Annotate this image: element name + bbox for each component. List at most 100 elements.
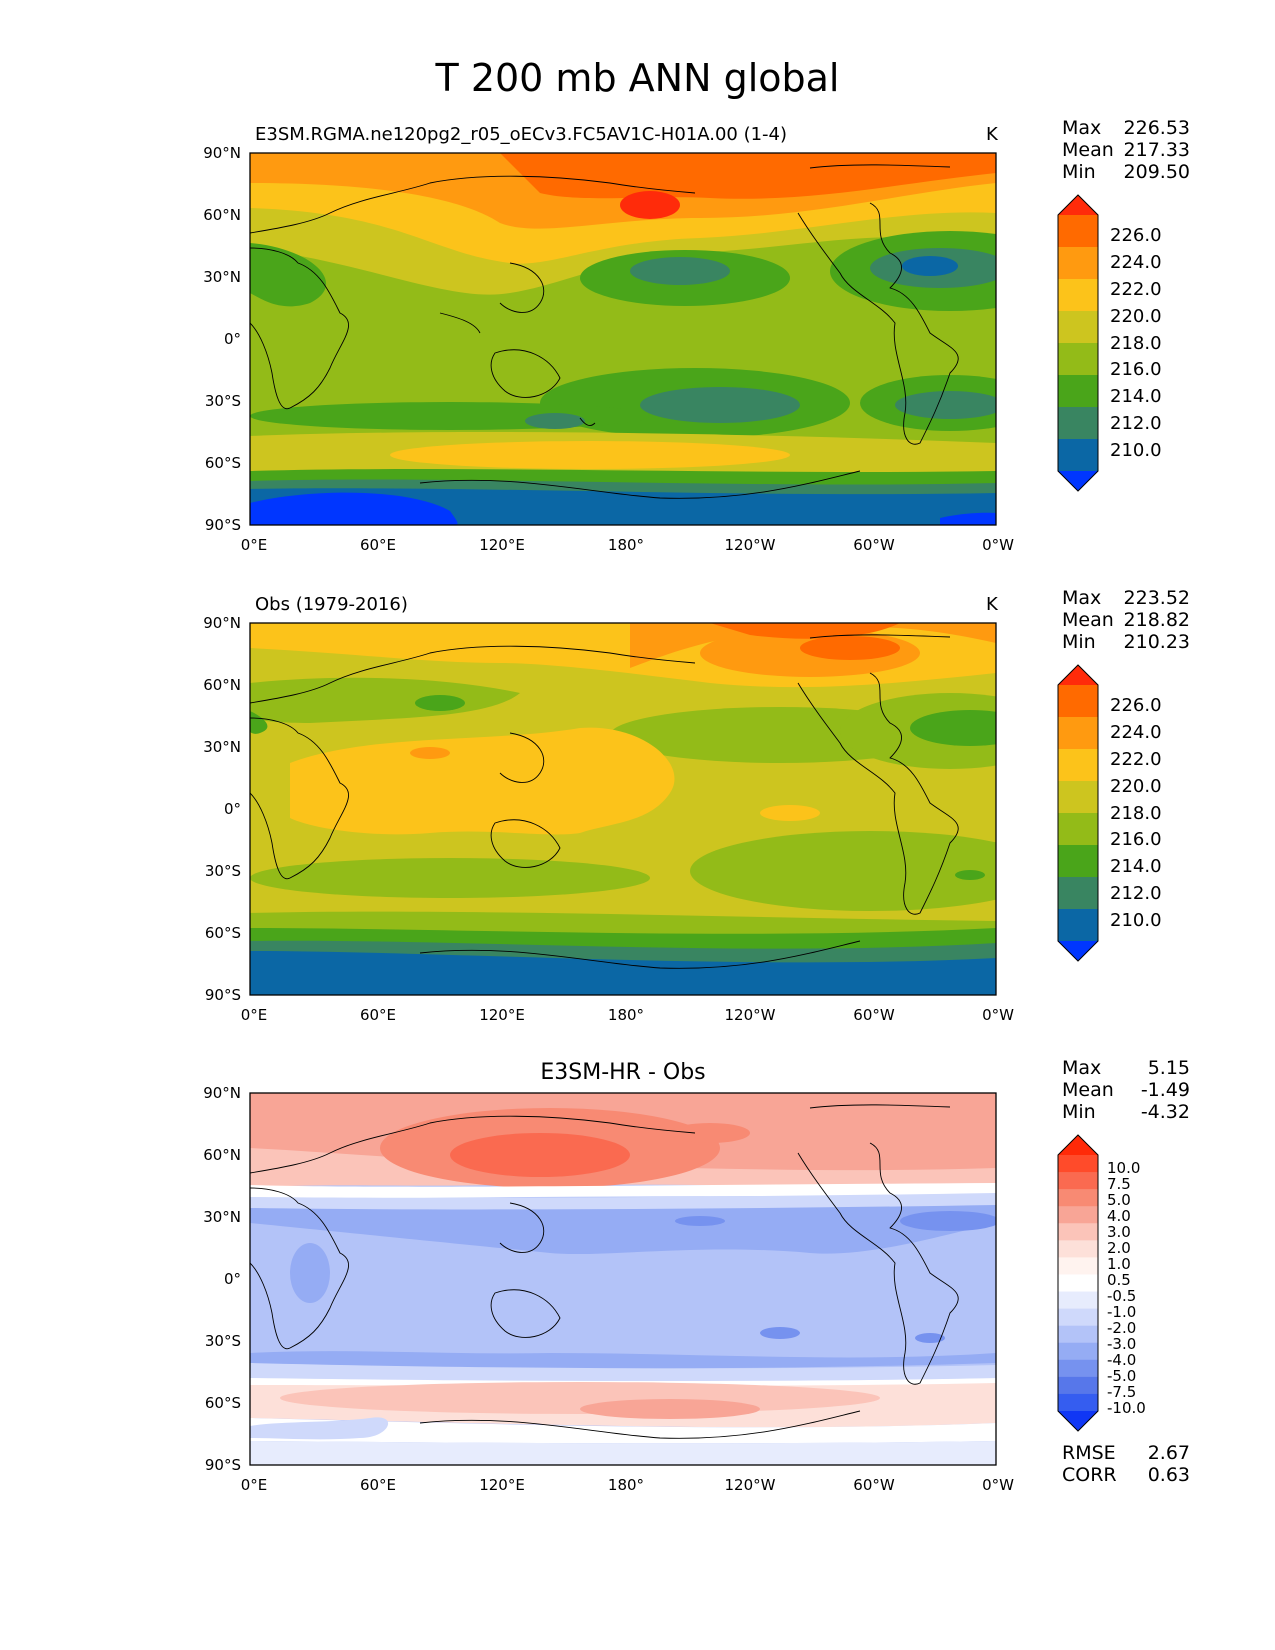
field-band xyxy=(390,441,790,469)
colorbar-label: -10.0 xyxy=(1107,1399,1146,1417)
colorbar xyxy=(1057,1134,1099,1432)
field-band xyxy=(630,623,996,668)
colorbar-label: 218.0 xyxy=(1110,803,1162,824)
colorbar-label: -0.5 xyxy=(1107,1287,1137,1305)
x-tick: 0°E xyxy=(240,1476,268,1494)
x-tick: 120°W xyxy=(724,1006,776,1024)
y-tick: 90°N xyxy=(203,1084,241,1102)
field-band xyxy=(915,1333,945,1343)
field-band xyxy=(250,1183,996,1201)
x-tick: 60°W xyxy=(853,1006,895,1024)
stat-value: -4.32 xyxy=(1140,1101,1190,1123)
x-tick: 60°E xyxy=(359,1006,397,1024)
coastlines xyxy=(250,634,959,969)
units-label: K xyxy=(986,594,998,615)
colorbar-segment xyxy=(1058,343,1098,376)
field-band xyxy=(250,711,268,734)
colorbar-segment xyxy=(1058,1223,1098,1241)
field-band xyxy=(630,257,730,285)
y-tick: 30°N xyxy=(203,1208,241,1226)
map-plot xyxy=(250,1093,996,1465)
field-band xyxy=(670,1123,750,1143)
y-tick: 60°N xyxy=(203,206,241,224)
colorbar-label: 216.0 xyxy=(1110,829,1162,850)
field-band xyxy=(800,636,900,660)
panel-title: Obs (1979-2016) xyxy=(255,594,408,615)
metric-value: 2.67 xyxy=(1147,1442,1190,1464)
colorbar-segment xyxy=(1058,1376,1098,1395)
y-tick: 30°S xyxy=(204,1332,241,1350)
colorbar-label: 226.0 xyxy=(1110,225,1162,246)
colorbar-extend-max xyxy=(1058,195,1098,215)
colorbar xyxy=(1057,194,1099,492)
stat-value: 209.50 xyxy=(1123,161,1190,183)
x-tick: 0°W xyxy=(982,536,1014,554)
colorbar-label: -4.0 xyxy=(1107,1351,1137,1369)
stat-value: 226.53 xyxy=(1123,117,1190,139)
colorbar-outline xyxy=(1057,664,1099,962)
colorbar-segment xyxy=(1058,749,1098,782)
field-band xyxy=(250,1223,996,1358)
field-band xyxy=(955,870,985,880)
metric-label: CORR xyxy=(1062,1464,1117,1486)
x-tick: 60°E xyxy=(359,536,397,554)
stat-value: 218.82 xyxy=(1123,609,1190,631)
field-band xyxy=(760,1327,800,1339)
colorbar-segment xyxy=(1058,1393,1098,1412)
stats-box: Max 226.53 Mean 217.33 Min 209.50 xyxy=(1062,117,1190,183)
stat-label: Mean xyxy=(1062,609,1114,631)
colorbar-extend-min xyxy=(1058,941,1098,961)
colorbar-label: 220.0 xyxy=(1110,776,1162,797)
y-tick: 30°N xyxy=(203,268,241,286)
colorbar-segment xyxy=(1058,1359,1098,1378)
field-band xyxy=(450,1133,630,1177)
axes-frame xyxy=(249,622,997,996)
field-band xyxy=(410,747,450,759)
colorbar-label: -3.0 xyxy=(1107,1335,1137,1353)
stat-label: Min xyxy=(1062,631,1096,653)
colorbar-segment xyxy=(1058,1172,1098,1190)
colorbar-label: -1.0 xyxy=(1107,1303,1137,1321)
colorbar-label: 218.0 xyxy=(1110,333,1162,354)
colorbar-segment xyxy=(1058,1274,1098,1293)
field-band xyxy=(250,858,650,898)
field-band xyxy=(250,1441,996,1465)
stats-box: Max 5.15 Mean -1.49 Min -4.32 xyxy=(1062,1057,1190,1123)
y-tick: 60°S xyxy=(204,924,241,942)
stat-label: Mean xyxy=(1062,139,1114,161)
stat-label: Min xyxy=(1062,1101,1096,1123)
colorbar-segment xyxy=(1058,813,1098,846)
stat-value: 5.15 xyxy=(1147,1057,1190,1079)
colorbar-segment xyxy=(1058,685,1098,718)
y-tick: 90°N xyxy=(203,144,241,162)
colorbar-label: 226.0 xyxy=(1110,695,1162,716)
field-band xyxy=(525,413,585,429)
panel-title: E3SM-HR - Obs xyxy=(540,1060,706,1085)
field-band xyxy=(910,710,996,746)
colorbar-segment xyxy=(1058,247,1098,280)
colorbar-label: 222.0 xyxy=(1110,279,1162,300)
field-band xyxy=(250,243,327,307)
y-tick: 90°S xyxy=(204,986,241,1004)
y-tick: 90°S xyxy=(204,516,241,534)
y-tick: 30°N xyxy=(203,738,241,756)
x-tick: 60°E xyxy=(359,1476,397,1494)
colorbar-extend-min xyxy=(1058,1411,1098,1431)
coastlines xyxy=(250,1104,959,1439)
y-tick: 90°N xyxy=(203,614,241,632)
field-band xyxy=(415,695,465,711)
x-tick: 0°E xyxy=(240,536,268,554)
colorbar-segment xyxy=(1058,407,1098,440)
colorbar-label: 222.0 xyxy=(1110,749,1162,770)
stat-label: Max xyxy=(1062,587,1102,609)
field-band xyxy=(900,1211,996,1231)
field-band xyxy=(690,831,996,911)
stat-value: 223.52 xyxy=(1123,587,1190,609)
colorbar-segment xyxy=(1058,1308,1098,1327)
colorbar-label: 210.0 xyxy=(1110,440,1162,461)
stat-value: 217.33 xyxy=(1123,139,1190,161)
stat-label: Min xyxy=(1062,161,1096,183)
map-plot xyxy=(250,623,996,995)
colorbar-segment xyxy=(1058,877,1098,910)
field-band xyxy=(250,1418,996,1444)
